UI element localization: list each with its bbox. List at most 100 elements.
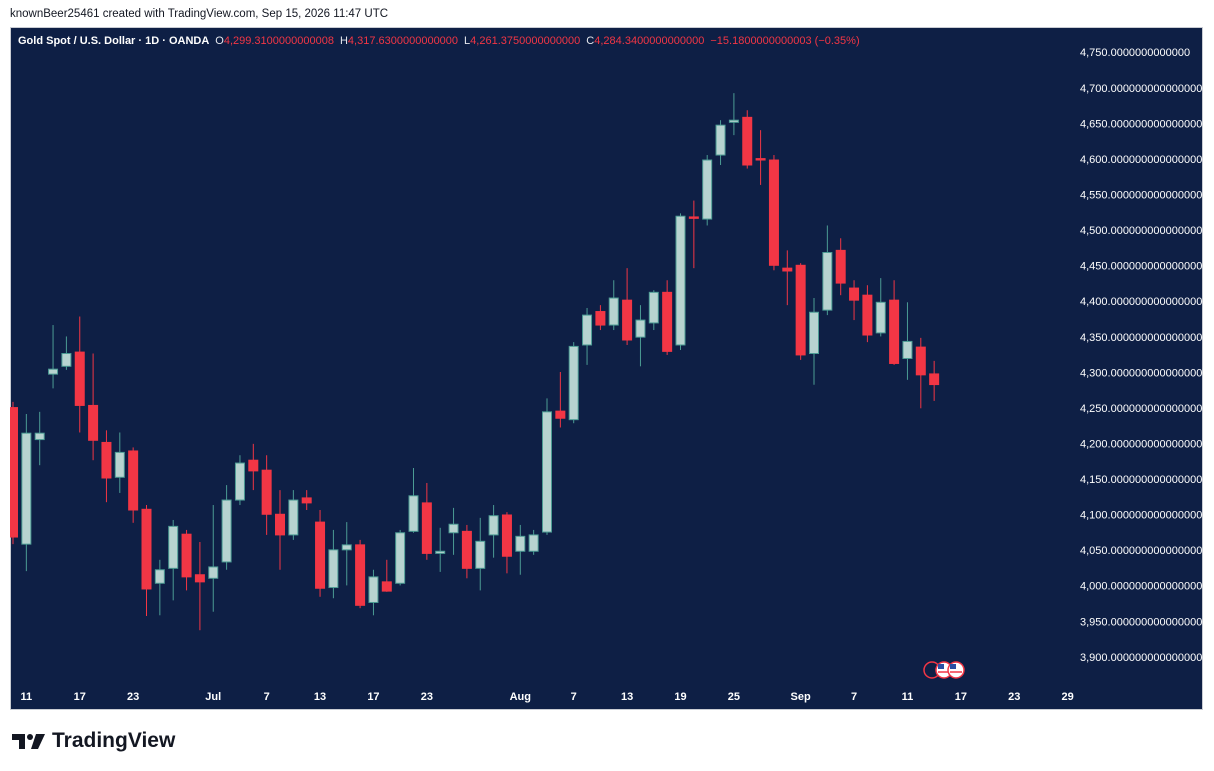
candle-body bbox=[435, 550, 446, 554]
candle-body bbox=[902, 340, 913, 359]
x-tick-label: 7 bbox=[571, 691, 577, 703]
y-tick-label: 4,150.0000000000000000 bbox=[1080, 474, 1203, 486]
candle-body bbox=[181, 533, 192, 578]
y-tick-label: 4,600.0000000000000000 bbox=[1080, 154, 1203, 166]
candle-body bbox=[328, 549, 339, 589]
brand-logo[interactable]: TradingView bbox=[12, 729, 175, 753]
candle-body bbox=[595, 311, 606, 326]
legend-change: −15.1800000000003 (−0.35%) bbox=[710, 35, 860, 47]
candle-body bbox=[662, 291, 673, 352]
candle-body bbox=[34, 432, 45, 441]
candle-body bbox=[448, 523, 459, 534]
candle-body bbox=[675, 215, 686, 346]
candle-body bbox=[582, 314, 593, 346]
candle-body bbox=[194, 574, 205, 583]
candle-body bbox=[248, 459, 259, 472]
candle-body bbox=[915, 346, 926, 376]
chart: 3,900.0000000000000000 3,950.000000000000… bbox=[10, 47, 1203, 703]
candle-body bbox=[355, 544, 366, 606]
candle-body bbox=[275, 513, 285, 536]
candle-body bbox=[822, 251, 833, 311]
attribution: knownBeer25461 created with TradingView.… bbox=[10, 8, 389, 20]
legend-value: 4,284.3400000000000 bbox=[594, 35, 705, 47]
x-tick-label: 17 bbox=[367, 691, 379, 703]
candle-body bbox=[61, 353, 72, 367]
candle-body bbox=[341, 544, 352, 551]
x-tick-label: 7 bbox=[264, 691, 270, 703]
candle-body bbox=[648, 291, 659, 324]
candle-body bbox=[475, 540, 486, 569]
ohlc-legend: Gold Spot / U.S. Dollar · 1D · OANDA O 4,… bbox=[18, 35, 860, 47]
x-tick-label: Aug bbox=[510, 691, 531, 703]
y-tick-label: 4,450.0000000000000000 bbox=[1080, 261, 1203, 273]
legend-key: C bbox=[586, 35, 595, 47]
candle-body bbox=[168, 525, 179, 569]
candle-body bbox=[395, 532, 406, 584]
y-tick-label: 4,300.0000000000000000 bbox=[1080, 367, 1203, 379]
x-tick-label: 29 bbox=[1062, 691, 1074, 703]
candle-body bbox=[635, 319, 646, 338]
x-tick-label: 13 bbox=[314, 691, 326, 703]
candle-body bbox=[88, 404, 99, 441]
candle-body bbox=[141, 508, 152, 590]
candle-body bbox=[515, 535, 526, 552]
brand-icon bbox=[12, 734, 45, 749]
legend-key: H bbox=[339, 35, 348, 47]
x-tick-label: 23 bbox=[421, 691, 433, 703]
candle-body bbox=[101, 441, 112, 479]
y-tick-label: 4,250.0000000000000000 bbox=[1080, 403, 1203, 415]
candle-body bbox=[849, 287, 860, 301]
x-tick-label: 23 bbox=[1008, 691, 1020, 703]
candle-body bbox=[301, 497, 312, 504]
y-tick-label: 4,550.0000000000000000 bbox=[1080, 189, 1203, 201]
x-tick-label: Jul bbox=[205, 691, 221, 703]
x-tick-label: 17 bbox=[74, 691, 86, 703]
candle-body bbox=[48, 368, 59, 375]
x-tick-label: 23 bbox=[127, 691, 139, 703]
candle-body bbox=[715, 124, 726, 156]
candle-body bbox=[288, 499, 299, 536]
y-tick-label: 4,200.0000000000000000 bbox=[1080, 438, 1203, 450]
candle-body bbox=[501, 514, 512, 557]
candle-body bbox=[608, 297, 619, 326]
candle-body bbox=[875, 301, 886, 334]
candle-body bbox=[929, 373, 940, 386]
event-icons bbox=[923, 661, 965, 679]
x-tick-label: 17 bbox=[955, 691, 967, 703]
x-tick-label: 13 bbox=[621, 691, 633, 703]
candle-body bbox=[221, 499, 232, 563]
x-tick-label: 25 bbox=[728, 691, 740, 703]
legend-key: O bbox=[215, 35, 224, 47]
candle-body bbox=[795, 264, 806, 356]
candle-body bbox=[154, 569, 165, 584]
candle-body bbox=[128, 450, 139, 511]
y-tick-label: 4,000.0000000000000000 bbox=[1080, 581, 1203, 593]
candle-body bbox=[702, 159, 713, 220]
legend-value: 4,261.3750000000000 bbox=[470, 35, 581, 47]
candle-body bbox=[10, 407, 18, 538]
candle-body bbox=[542, 411, 552, 533]
y-tick-label: 3,900.0000000000000000 bbox=[1080, 652, 1203, 664]
candle-body bbox=[555, 410, 566, 419]
legend-key: L bbox=[464, 35, 471, 47]
y-tick-label: 4,700.0000000000000000 bbox=[1080, 83, 1203, 95]
candle-body bbox=[742, 116, 753, 166]
candle-body bbox=[728, 119, 739, 123]
candle-body bbox=[381, 581, 392, 592]
candle-body bbox=[21, 432, 32, 545]
brand-name: TradingView bbox=[52, 729, 176, 752]
candle-body bbox=[368, 576, 379, 603]
candle-body bbox=[234, 462, 245, 501]
candle-body bbox=[261, 469, 272, 515]
candle-body bbox=[688, 216, 699, 219]
candle-body bbox=[768, 159, 779, 266]
candle-body bbox=[622, 299, 633, 341]
candle-body bbox=[809, 311, 819, 355]
y-tick-label: 4,050.0000000000000000 bbox=[1080, 545, 1203, 557]
y-tick-label: 4,100.0000000000000000 bbox=[1080, 510, 1203, 522]
candle-body bbox=[461, 530, 472, 569]
candle-body bbox=[315, 521, 326, 589]
legend-value: 4,317.6300000000000 bbox=[347, 35, 459, 47]
x-tick-label: Sep bbox=[791, 691, 811, 703]
x-tick-label: 7 bbox=[851, 691, 857, 703]
